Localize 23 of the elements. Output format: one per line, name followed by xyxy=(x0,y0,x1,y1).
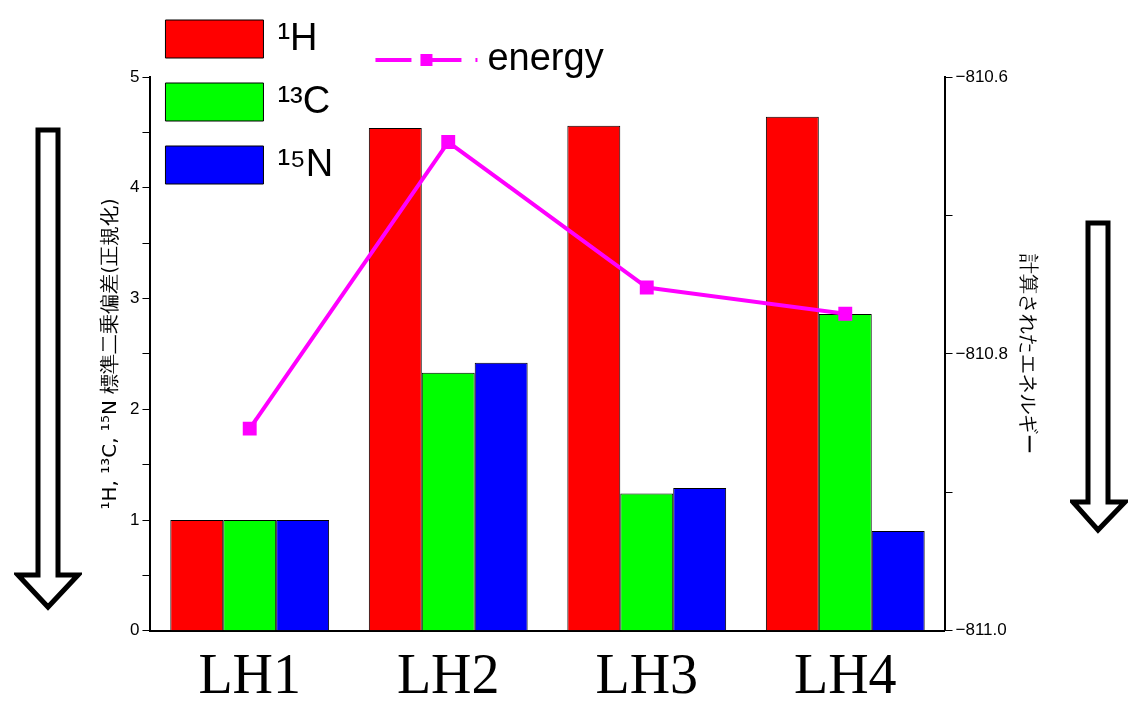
legend-label: ¹³C xyxy=(277,79,331,122)
x-tick-label: LH1 xyxy=(198,643,302,706)
point xyxy=(242,421,257,436)
point xyxy=(441,135,456,150)
x-tick-label: LH4 xyxy=(793,643,897,706)
y2-tick-label: −810.6 xyxy=(955,66,1009,86)
y-tick-label: 3 xyxy=(129,288,140,308)
x-tick-label: LH2 xyxy=(396,643,500,706)
legend-label: energy xyxy=(487,36,604,79)
y-axis-title: ¹H, ¹³C, ¹⁵N 標準二乗偏差(正規化) xyxy=(97,198,122,510)
legend-label: ¹H xyxy=(277,16,318,59)
y2-axis-title: 計算されたエネルギー xyxy=(1016,253,1041,454)
point xyxy=(639,280,654,295)
y-tick-label: 5 xyxy=(129,66,140,86)
point xyxy=(838,306,853,321)
y2-tick-label: −811.0 xyxy=(955,620,1007,640)
legend-label: ¹⁵N xyxy=(277,142,334,185)
y2-tick-label: −810.8 xyxy=(955,343,1009,363)
y-tick-label: 0 xyxy=(129,620,140,640)
y-tick-label: 4 xyxy=(129,177,140,197)
x-tick-label: LH3 xyxy=(595,643,699,706)
y-tick-label: 2 xyxy=(129,398,140,418)
y-tick-label: 1 xyxy=(129,509,140,529)
